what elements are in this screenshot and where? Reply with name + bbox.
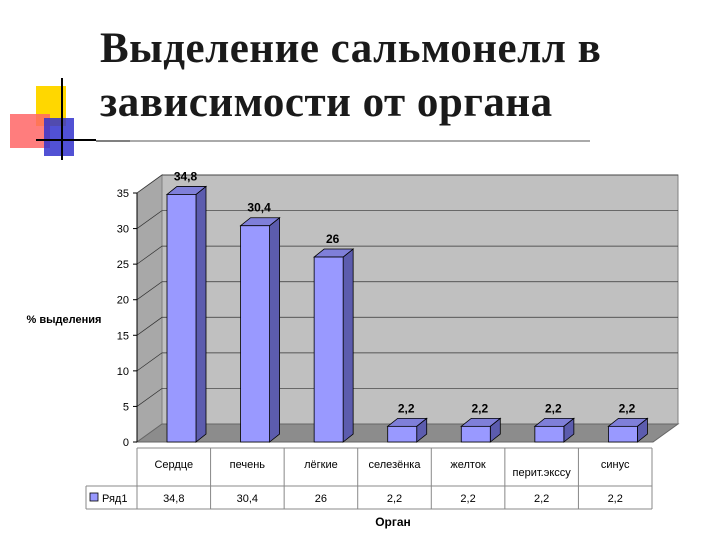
chart-back-wall [161, 174, 679, 425]
bar-front [313, 256, 344, 443]
bar-front [166, 194, 197, 443]
table-value: 30,4 [237, 493, 258, 505]
bar [533, 417, 575, 443]
bar [313, 248, 355, 443]
table-value: 2,2 [460, 493, 475, 505]
x-axis-title: Орган [375, 515, 411, 529]
bar-front [534, 425, 565, 443]
logo-red-square [10, 114, 50, 148]
chart-gridlines [136, 174, 678, 407]
y-tick-label: 25 [117, 259, 129, 271]
bar [239, 216, 281, 443]
gridline [136, 245, 678, 265]
y-tick-label: 20 [117, 295, 129, 307]
y-tick-label: 35 [117, 188, 129, 200]
chart-data-labels: 34,8 30,4 26 2,2 2,2 2,2 2,2 [174, 169, 636, 415]
data-label: 2,2 [619, 401, 636, 415]
bar-side [269, 216, 280, 443]
chart-bars [165, 185, 649, 443]
bar-front [240, 225, 270, 443]
y-axis-title: % выделения [27, 314, 102, 326]
category-label: Сердце [154, 459, 193, 471]
bar-front [387, 425, 418, 443]
gridline [136, 281, 678, 300]
table-value: 2,2 [608, 493, 623, 505]
decorative-logo [10, 78, 130, 160]
gridline [136, 316, 678, 336]
data-table: Сердце 34,8 печень 30,4 лёгкие 26 селезёнка 2,2… [85, 447, 653, 510]
legend-series-name: Ряд1 [102, 493, 127, 505]
category-label: желток [450, 459, 486, 471]
data-label: 2,2 [471, 401, 488, 415]
category-label: лёгкие [304, 459, 338, 471]
bar [165, 185, 208, 443]
page-title: Выделение сальмонелл в зависимости от ор… [100, 22, 710, 130]
y-tick-label: 15 [117, 330, 129, 342]
category-label: синус [601, 459, 630, 471]
y-tick-label: 5 [123, 401, 129, 413]
data-label: 2,2 [545, 401, 562, 415]
bar [607, 417, 649, 443]
data-label: 26 [326, 232, 340, 246]
bar-side [342, 248, 354, 443]
bar [386, 417, 428, 443]
category-label: селезёнка [369, 459, 422, 471]
logo-blue-square [44, 118, 74, 156]
data-label: 2,2 [398, 401, 415, 415]
page-title-line1: Выделение сальмонелл в [100, 25, 602, 72]
category-label: перит.экссу [513, 467, 572, 479]
title-underline [130, 140, 590, 142]
bar-side [195, 185, 207, 443]
table-value: 2,2 [387, 493, 402, 505]
y-tick-label: 30 [117, 224, 129, 236]
page-title-line2: зависимости от органа [100, 79, 553, 126]
category-label: печень [230, 459, 266, 471]
gridline [136, 388, 678, 407]
legend-key [89, 492, 99, 502]
gridline [136, 210, 678, 229]
y-axis-ticks: 0 5 10 15 20 25 30 35 [117, 188, 138, 449]
table-value: 34,8 [163, 493, 184, 505]
gridline [136, 352, 678, 372]
y-tick-label: 10 [117, 366, 129, 378]
data-label: 30,4 [247, 201, 271, 215]
bar-front [460, 425, 491, 443]
data-label: 34,8 [174, 169, 198, 183]
bar-front [608, 425, 638, 443]
gridline [136, 174, 678, 194]
table-value: 26 [315, 493, 327, 505]
table-value: 2,2 [534, 493, 549, 505]
bar [460, 417, 502, 443]
chart-side-wall [136, 174, 163, 443]
y-tick-label: 0 [123, 437, 129, 449]
